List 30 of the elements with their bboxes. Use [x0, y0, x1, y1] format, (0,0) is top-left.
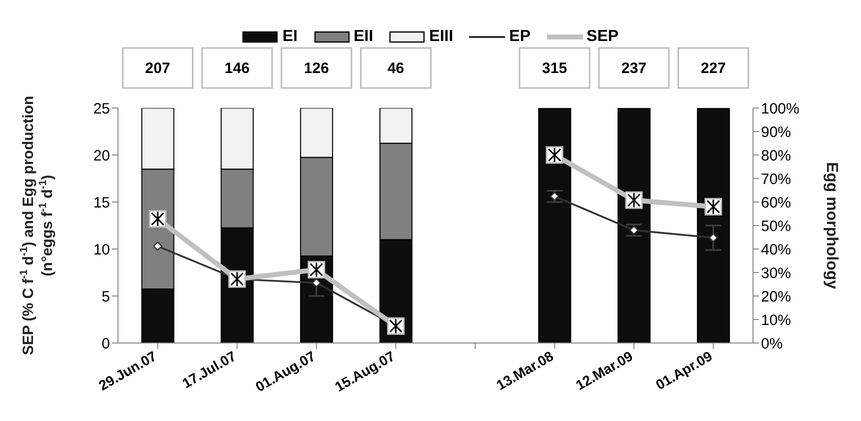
y2-tick-label: 100%: [761, 100, 800, 118]
y2-tick-label: 40%: [761, 241, 792, 258]
legend-label: EP: [509, 28, 531, 46]
text: 126: [304, 60, 329, 77]
y-tick-label: 5: [102, 288, 110, 306]
text: 227: [700, 60, 726, 77]
y-tick-label: 15: [93, 194, 110, 212]
y2-tick-label: 10%: [761, 312, 792, 329]
y2-tick-label: 70%: [761, 170, 792, 188]
y-tick-label: 0: [102, 335, 110, 352]
y2-axis-title: Egg morphology: [823, 162, 840, 290]
y2-tick-label: 30%: [761, 264, 792, 282]
y2-tick-label: 50%: [761, 218, 792, 235]
text: 315: [542, 60, 568, 77]
y2-tick-label: 90%: [761, 124, 792, 141]
y2-tick-label: 20%: [761, 288, 792, 306]
y-tick-label: 20: [93, 147, 110, 164]
legend-label: EI: [282, 28, 298, 46]
legend-label: SEP: [586, 28, 619, 46]
text: 237: [621, 60, 646, 77]
text: 146: [224, 60, 250, 77]
legend-label: EII: [354, 28, 374, 46]
y2-tick-label: 60%: [761, 194, 792, 212]
y-tick-label: 25: [93, 100, 110, 118]
y-tick-label: 10: [93, 241, 110, 258]
y2-tick-label: 0%: [761, 335, 783, 352]
text: 207: [145, 60, 170, 77]
legend-label: EIII: [429, 28, 454, 46]
text: 46: [387, 60, 404, 77]
y2-tick-label: 80%: [761, 147, 792, 164]
